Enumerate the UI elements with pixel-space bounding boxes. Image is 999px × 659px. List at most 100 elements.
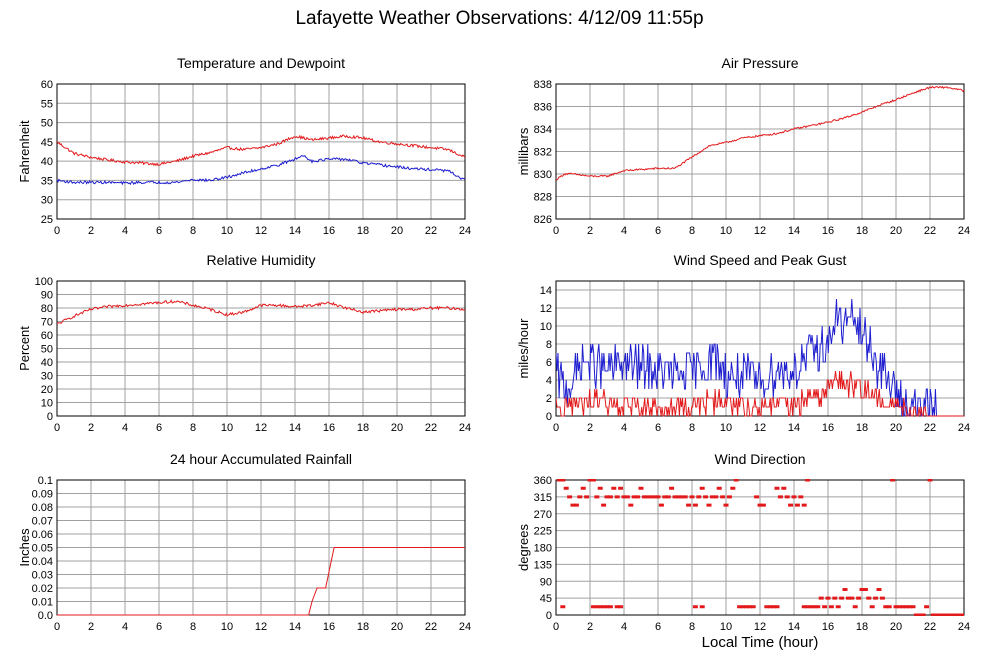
y-tick-label: 838 <box>534 79 552 91</box>
x-tick-label: 6 <box>156 225 162 237</box>
data-point <box>951 613 957 616</box>
data-point <box>917 613 923 616</box>
data-point <box>873 596 879 600</box>
y-tick-label: 826 <box>534 214 552 226</box>
data-point <box>641 495 647 499</box>
data-point <box>801 605 807 609</box>
data-point <box>638 486 644 490</box>
data-point <box>818 596 824 600</box>
data-point <box>859 588 865 591</box>
data-point <box>720 495 726 499</box>
data-point <box>781 486 787 490</box>
x-tick-label: 10 <box>720 225 732 237</box>
data-point <box>825 596 831 600</box>
data-point <box>903 605 909 609</box>
y-axis-label: Percent <box>17 326 32 371</box>
y-axis-label: miles/hour <box>516 318 531 379</box>
y-tick-label: 836 <box>534 102 552 114</box>
x-tick-label: 12 <box>754 422 766 434</box>
x-tick-label: 14 <box>289 225 301 237</box>
x-tick-label: 8 <box>689 422 695 434</box>
x-tick-label: 14 <box>788 422 800 434</box>
data-point <box>682 495 688 499</box>
y-tick-label: 0.01 <box>32 597 53 609</box>
x-tick-label: 24 <box>459 621 471 633</box>
x-tick-label: 14 <box>289 422 301 434</box>
y-tick-label: 25 <box>41 214 53 226</box>
data-point <box>927 479 933 482</box>
data-point <box>703 495 709 499</box>
x-tick-label: 24 <box>459 225 471 237</box>
x-tick-label: 4 <box>621 422 627 434</box>
data-point <box>675 495 681 499</box>
data-point <box>961 613 964 616</box>
page-title: Lafayette Weather Observations: 4/12/09 … <box>295 8 704 29</box>
y-tick-label: 14 <box>540 285 552 297</box>
x-tick-label: 18 <box>357 422 369 434</box>
data-point <box>672 495 678 499</box>
data-point <box>750 605 756 609</box>
data-point <box>686 503 692 507</box>
data-point <box>692 503 698 507</box>
data-point <box>958 613 964 616</box>
x-tick-label: 14 <box>788 621 800 633</box>
x-tick-label: 2 <box>88 225 94 237</box>
y-tick-label: 45 <box>540 593 552 605</box>
x-tick-label: 0 <box>54 422 60 434</box>
data-point <box>723 503 729 507</box>
y-tick-label: 40 <box>41 357 53 369</box>
y-tick-label: 0.07 <box>32 516 53 528</box>
plot-frame <box>555 83 965 220</box>
y-tick-label: 30 <box>41 195 53 207</box>
y-tick-label: 2 <box>546 393 552 405</box>
y-tick-label: 40 <box>41 156 53 168</box>
data-point <box>907 605 913 609</box>
x-tick-label: 0 <box>54 225 60 237</box>
x-tick-label: 8 <box>190 422 196 434</box>
y-tick-label: 10 <box>41 398 53 410</box>
data-point <box>594 495 600 499</box>
data-point <box>590 605 596 609</box>
data-point <box>692 605 698 609</box>
x-tick-label: 16 <box>822 225 834 237</box>
data-point <box>747 605 753 609</box>
y-tick-label: 360 <box>534 475 552 487</box>
y-axis-label: millibars <box>516 127 531 175</box>
data-point <box>798 495 804 499</box>
y-tick-label: 0.02 <box>32 583 53 595</box>
y-axis-label: Fahrenheit <box>17 120 32 183</box>
x-tick-label: 24 <box>459 422 471 434</box>
y-tick-label: 8 <box>546 339 552 351</box>
x-tick-label: 6 <box>655 422 661 434</box>
data-point <box>709 495 715 499</box>
x-tick-label: 6 <box>156 621 162 633</box>
y-tick-label: 135 <box>534 559 552 571</box>
data-point <box>590 479 596 482</box>
data-point <box>645 495 651 499</box>
x-tick-label: 24 <box>958 225 970 237</box>
data-point <box>941 613 947 616</box>
data-point <box>628 503 634 507</box>
data-point <box>716 486 722 490</box>
data-point <box>743 605 749 609</box>
y-tick-label: 100 <box>35 276 53 288</box>
data-point <box>930 613 936 616</box>
data-point <box>737 605 743 609</box>
data-point <box>808 605 814 609</box>
x-axis-label: Local Time (hour) <box>701 634 819 651</box>
data-point <box>730 486 736 490</box>
x-tick-label: 20 <box>890 225 902 237</box>
data-point <box>689 495 695 499</box>
data-point <box>614 605 620 609</box>
y-tick-label: 70 <box>41 317 53 329</box>
x-tick-label: 10 <box>221 225 233 237</box>
x-tick-label: 8 <box>689 225 695 237</box>
data-point <box>954 613 960 616</box>
data-point <box>604 605 610 609</box>
y-tick-label: 270 <box>534 509 552 521</box>
data-point <box>652 495 658 499</box>
data-point <box>740 605 746 609</box>
